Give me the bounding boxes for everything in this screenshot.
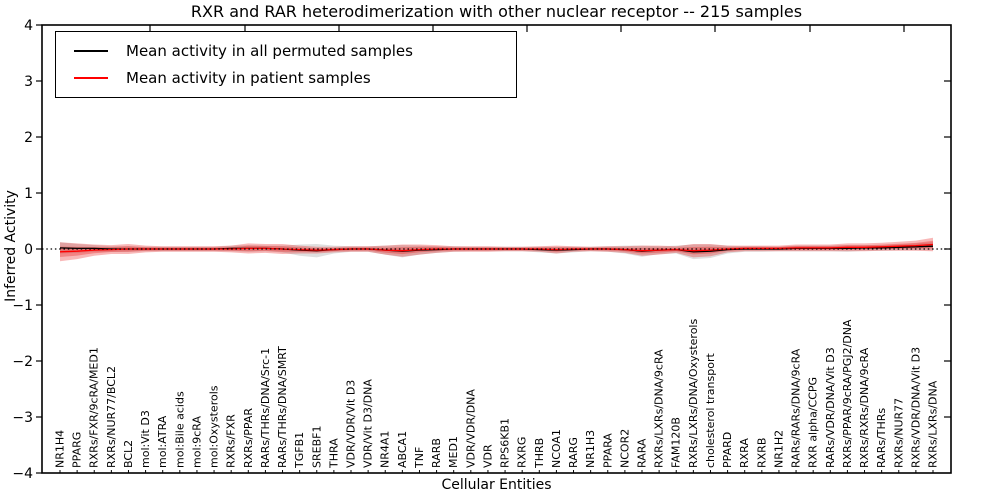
- x-tick-label: mol:ATRA: [156, 415, 169, 468]
- x-tick-label: mol:Bile acids: [173, 391, 186, 468]
- y-tick-label: −3: [12, 410, 33, 426]
- x-tick-label: RARs/THRs: [875, 408, 888, 468]
- x-tick-label: RXRs/NUR77/BCL2: [105, 366, 118, 468]
- x-tick-label: mol:Vit D3: [139, 410, 152, 468]
- x-tick-label: RXRs/PPAR: [242, 408, 255, 468]
- x-tick-label: RXRB: [755, 438, 768, 468]
- x-tick-label: FAM120B: [670, 417, 683, 468]
- x-tick-label: NR1H3: [584, 430, 597, 468]
- x-tick-label: NR1H2: [772, 430, 785, 468]
- x-tick-label: PPARD: [721, 432, 734, 468]
- x-tick-label: TNF: [413, 447, 426, 469]
- plot-frame: [41, 24, 952, 474]
- y-tick-label: 0: [24, 242, 33, 258]
- legend: Mean activity in all permuted samples Me…: [55, 31, 517, 98]
- x-tick-label: ABCA1: [396, 431, 409, 468]
- x-tick-label: RARs/THRs/DNA/SMRT: [276, 346, 289, 468]
- legend-label-patient: Mean activity in patient samples: [126, 69, 371, 88]
- x-tick-label: SREBF1: [310, 426, 323, 468]
- x-tick-label: RARs/THRs/DNA/Src-1: [259, 348, 272, 468]
- y-axis-label: Inferred Activity: [3, 190, 19, 302]
- x-tick-label: RPS6KB1: [499, 418, 512, 468]
- x-tick-label: mol:Oxysterols: [208, 385, 221, 468]
- x-tick-label: RXRs/LXRs/DNA/Oxysterols: [687, 319, 700, 468]
- x-tick-label: RXRs/FXR/9cRA/MED1: [88, 347, 101, 468]
- x-tick-label: RARB: [430, 438, 443, 468]
- legend-label-permuted: Mean activity in all permuted samples: [126, 41, 413, 60]
- x-tick-label: RXRs/PPAR/9cRA/PGJ2/DNA: [841, 319, 854, 468]
- patient-line-swatch: [74, 77, 108, 80]
- x-tick-label: VDR/VDR/Vit D3: [345, 380, 358, 468]
- x-tick-label: RXRA: [738, 438, 751, 468]
- x-tick-label: RXR alpha/CCPG: [807, 377, 820, 468]
- x-tick-label: RARG: [567, 437, 580, 468]
- permuted-line-swatch: [74, 49, 108, 52]
- x-tick-label: NCOA1: [550, 429, 563, 468]
- x-tick-label: RXRs/LXRs/DNA/9cRA: [653, 349, 666, 468]
- y-tick-label: 1: [24, 186, 33, 202]
- y-tick-label: 2: [24, 130, 33, 146]
- legend-item-permuted: Mean activity in all permuted samples: [74, 42, 516, 60]
- y-tick-label: 3: [24, 74, 33, 90]
- x-tick-label: mol:9cRA: [190, 416, 203, 468]
- x-tick-label: PPARG: [71, 432, 84, 468]
- x-tick-label: RXRs/FXR: [225, 414, 238, 468]
- x-tick-label: THRA: [327, 438, 340, 469]
- x-tick-label: RXRs/LXRs/DNA: [927, 380, 940, 468]
- legend-item-patient: Mean activity in patient samples: [74, 69, 516, 87]
- y-tick-label: −1: [12, 298, 33, 314]
- x-tick-label: MED1: [447, 436, 460, 468]
- x-tick-label: VDR/Vit D3/DNA: [362, 379, 375, 468]
- x-tick-label: RXRs/RXRs/DNA/9cRA: [858, 347, 871, 468]
- x-tick-label: NR4A1: [379, 431, 392, 468]
- x-tick-label: NR1H4: [54, 430, 67, 468]
- x-tick-label: THRB: [533, 438, 546, 469]
- x-tick-label: PPARA: [601, 433, 614, 468]
- y-tick-label: −4: [12, 466, 33, 482]
- x-tick-label: RARA: [636, 438, 649, 468]
- x-tick-label: RARs/RARs/DNA/9cRA: [790, 348, 803, 468]
- x-tick-label: TGFB1: [293, 432, 306, 469]
- x-tick-label: VDR/VDR/DNA: [464, 389, 477, 468]
- y-tick-label: −2: [12, 354, 33, 370]
- x-tick-label: BCL2: [122, 440, 135, 468]
- x-tick-label: RXRG: [516, 437, 529, 468]
- x-tick-label: cholesterol transport: [704, 353, 717, 468]
- chart-title: RXR and RAR heterodimerization with othe…: [190, 2, 803, 21]
- x-tick-label: RXRs/NUR77: [892, 398, 905, 468]
- permuted-std-band: [60, 242, 933, 260]
- x-tick-label: RXRs/VDR/DNA/Vit D3: [909, 347, 922, 468]
- x-tick-label: RARs/VDR/DNA/Vit D3: [824, 347, 837, 468]
- y-tick-label: 4: [24, 18, 33, 34]
- x-tick-label: NCOR2: [618, 429, 631, 468]
- x-tick-label: VDR: [481, 444, 494, 468]
- x-axis-label: Cellular Entities: [441, 477, 552, 493]
